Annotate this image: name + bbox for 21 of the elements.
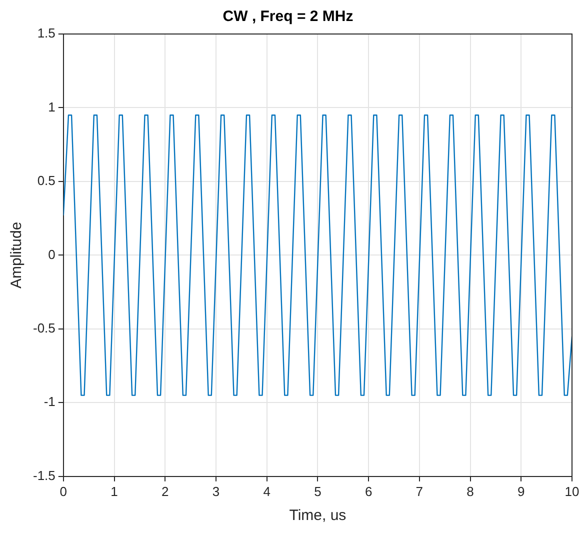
x-tick-label: 1 [110, 484, 118, 499]
x-axis-title: Time, us [289, 507, 346, 524]
y-tick-label: 0.5 [37, 173, 56, 188]
y-tick-label: -1.5 [32, 468, 56, 483]
y-tick-label: 1 [48, 99, 56, 114]
x-tick-label: 10 [564, 484, 580, 499]
x-tick-label: 3 [212, 484, 220, 499]
x-tick-label: 9 [518, 484, 525, 499]
chart-title: CW , Freq = 2 MHz [222, 8, 354, 26]
x-tick-label: 8 [466, 484, 474, 499]
y-tick-label: -0.5 [32, 320, 56, 336]
x-tick-label: 7 [416, 484, 424, 499]
x-tick-label: 0 [60, 484, 68, 499]
x-tick-label: 2 [162, 484, 169, 499]
y-tick-label: 1.5 [37, 26, 56, 41]
x-tick-label: 5 [314, 484, 322, 499]
y-tick-label: -1 [44, 394, 56, 410]
x-tick-label: 6 [364, 484, 372, 499]
y-tick-label: 0 [48, 246, 56, 262]
x-tick-label: 4 [263, 484, 270, 499]
y-axis-title: Amplitude [8, 222, 26, 289]
